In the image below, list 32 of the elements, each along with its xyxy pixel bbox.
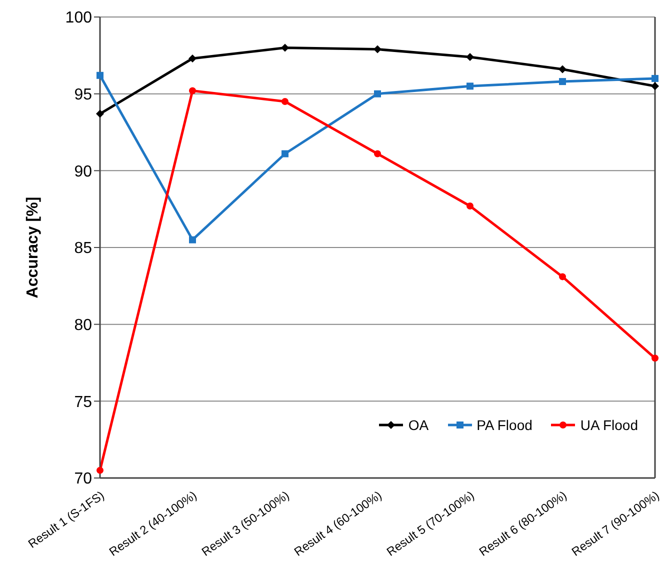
y-tick-label: 80 — [74, 317, 92, 334]
point — [282, 98, 288, 106]
y-tick-label: 75 — [74, 394, 92, 411]
point — [651, 82, 659, 90]
legend-label: OA — [408, 417, 429, 433]
legend-label: UA Flood — [580, 417, 638, 433]
point — [96, 110, 104, 118]
legend-label: PA Flood — [476, 417, 532, 433]
y-tick-label: 100 — [65, 10, 92, 27]
point — [374, 150, 381, 158]
point — [189, 236, 196, 244]
y-tick-label: 90 — [74, 163, 92, 180]
point — [282, 150, 288, 158]
point — [188, 54, 196, 62]
point — [652, 354, 658, 362]
y-tick-label: 70 — [74, 470, 92, 488]
point — [96, 72, 104, 79]
point — [466, 52, 474, 61]
point — [559, 78, 566, 86]
point — [466, 82, 474, 90]
y-axis-title: Accuracy [%] — [24, 196, 42, 298]
point — [559, 273, 566, 280]
point — [652, 74, 658, 82]
point — [558, 65, 566, 74]
point — [96, 466, 104, 474]
point — [374, 90, 381, 98]
point — [374, 45, 382, 54]
point — [466, 202, 474, 210]
point — [189, 87, 196, 94]
y-tick-label: 85 — [74, 240, 92, 258]
y-tick-label: 95 — [74, 86, 92, 104]
point — [281, 44, 289, 52]
